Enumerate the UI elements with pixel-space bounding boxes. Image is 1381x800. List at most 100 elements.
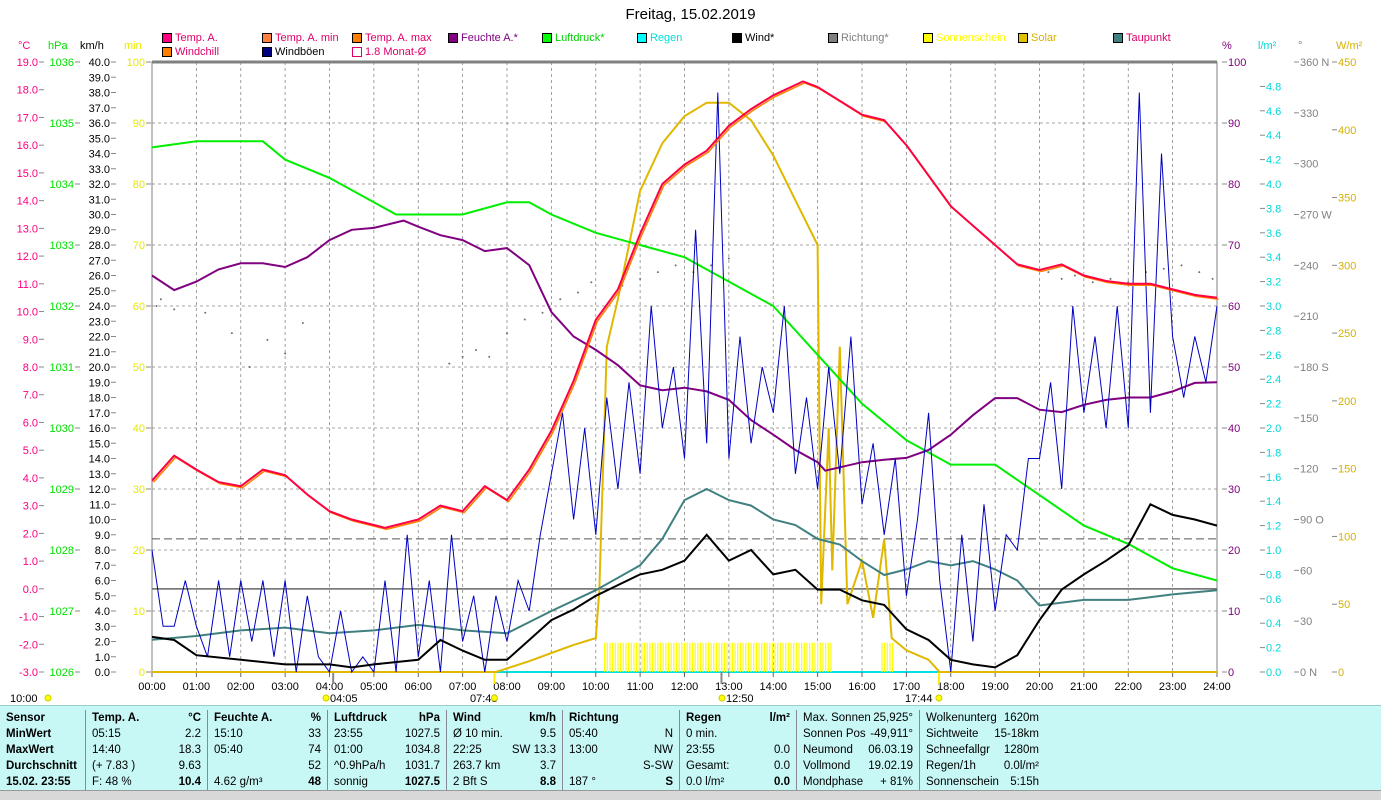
rain-tick-label: 3.6 bbox=[1266, 228, 1281, 240]
sensor-label: MaxWert bbox=[6, 744, 54, 756]
cell-label: 15:10 bbox=[214, 728, 243, 740]
temp-tick-label: 6.0 bbox=[23, 417, 38, 429]
direction-point bbox=[506, 332, 508, 335]
cell-label: 01:00 bbox=[334, 744, 363, 756]
humidity-tick-label: 30 bbox=[1228, 484, 1240, 496]
x-tick-label: 15:00 bbox=[804, 681, 832, 693]
cell-label: Luftdruck bbox=[334, 712, 388, 724]
table-column: Luftdruck hPa 23:55 1027.5 01:00 1034.8 ^0.9hP… bbox=[328, 710, 447, 790]
temp-tick-label: 3.0 bbox=[23, 501, 38, 513]
humidity-tick-label: 20 bbox=[1228, 545, 1240, 557]
legend-item: Regen bbox=[637, 32, 682, 44]
cell-value: S bbox=[665, 776, 673, 788]
rain-tick-label: 4.4 bbox=[1266, 130, 1281, 142]
table-row: Sichtweite 15-18km bbox=[920, 726, 1045, 742]
minutes-tick-label: 20 bbox=[133, 545, 145, 557]
temp-tick-label: 11.0 bbox=[17, 279, 38, 291]
table-row: 0 min. bbox=[680, 726, 796, 742]
cell-label: 0 min. bbox=[686, 728, 718, 740]
table-row: Max. Sonnen 25,925° bbox=[797, 710, 919, 726]
wind-tick-label: 16.0 bbox=[89, 423, 110, 435]
cell-value: SW 13.3 bbox=[511, 744, 556, 756]
cell-label: 23:55 bbox=[334, 728, 363, 740]
direction-point bbox=[284, 352, 287, 355]
cell-value: 25,925° bbox=[873, 712, 913, 724]
table-column: Wind km/h Ø 10 min. 9.5 22:25 SW 13.3 263.7 km… bbox=[447, 710, 563, 790]
legend-item: 1.8 Monat-Ø bbox=[352, 46, 426, 58]
legend-swatch-icon bbox=[1018, 33, 1028, 43]
table-column: Feuchte A.% 15:10 33 05:40 74 52 4.62 g/m³ 48 bbox=[208, 710, 328, 790]
minutes-tick-label: 100 bbox=[127, 57, 145, 69]
cell-value: 0.0 bbox=[774, 760, 790, 772]
table-row: 23:55 0.0 bbox=[680, 742, 796, 758]
sun-event-moon-icon bbox=[718, 694, 726, 702]
cell-label: 0.0 l/m² bbox=[686, 776, 725, 788]
temp-tick-label: 4.0 bbox=[23, 473, 38, 485]
legend-swatch-icon bbox=[162, 47, 172, 57]
x-tick-label: 05:00 bbox=[360, 681, 388, 693]
cell-label: (+ 7.83 ) bbox=[92, 760, 136, 772]
cell-label: Neumond bbox=[803, 744, 853, 756]
sensor-label: Durchschnitt bbox=[6, 760, 77, 772]
legend-swatch-icon bbox=[923, 33, 933, 43]
humidity-tick-label: 0 bbox=[1228, 667, 1234, 679]
pressure-tick-label: 1026 bbox=[50, 667, 74, 679]
wind-tick-label: 20.0 bbox=[89, 362, 110, 374]
cell-label: 23:55 bbox=[686, 744, 715, 756]
cell-label: 187 ° bbox=[569, 776, 596, 788]
table-row: 22:25 SW 13.3 bbox=[447, 742, 562, 758]
solar-tick-label: 250 bbox=[1338, 328, 1356, 340]
direction-tick-label: 30 bbox=[1300, 616, 1312, 628]
x-tick-label: 24:00 bbox=[1203, 681, 1231, 693]
direction-point bbox=[474, 349, 477, 352]
cell-label: Schneefallgr bbox=[926, 744, 990, 756]
unit-pressure: hPa bbox=[48, 40, 68, 52]
direction-tick-label: 210 bbox=[1300, 311, 1318, 323]
direction-point bbox=[248, 366, 251, 368]
x-tick-label: 13:00 bbox=[715, 681, 743, 693]
table-row: Temp. A. °C bbox=[86, 710, 207, 726]
direction-point bbox=[488, 355, 491, 358]
wind-tick-label: 29.0 bbox=[89, 225, 110, 237]
legend-swatch-icon bbox=[352, 47, 362, 57]
cell-value: 19.02.19 bbox=[868, 760, 913, 772]
rain-tick-label: 0.0 bbox=[1266, 667, 1281, 679]
direction-point bbox=[1180, 264, 1183, 267]
solar-tick-label: 450 bbox=[1338, 57, 1356, 69]
temp-tick-label: 18.0 bbox=[17, 85, 38, 97]
direction-tick-label: 300 bbox=[1300, 159, 1318, 171]
rain-tick-label: 2.8 bbox=[1266, 325, 1281, 337]
wind-tick-label: 6.0 bbox=[95, 576, 110, 588]
wind-tick-label: 18.0 bbox=[89, 393, 110, 405]
wind-tick-label: 15.0 bbox=[89, 438, 110, 450]
legend-swatch-icon bbox=[352, 33, 362, 43]
sensor-column: Sensor MinWert MaxWert Durchschnitt 15.0… bbox=[0, 710, 86, 790]
legend-item: Solar bbox=[1018, 32, 1057, 44]
x-tick-label: 08:00 bbox=[493, 681, 521, 693]
direction-point bbox=[1060, 277, 1063, 280]
x-tick-label: 09:00 bbox=[538, 681, 566, 693]
rain-tick-label: 2.2 bbox=[1266, 399, 1281, 411]
x-tick-label: 14:00 bbox=[759, 681, 787, 693]
wind-tick-label: 23.0 bbox=[89, 316, 110, 328]
unit-direction: ° bbox=[1298, 40, 1303, 52]
temp-tick-label: 1.0 bbox=[23, 556, 38, 568]
temp-tick-label: 19.0 bbox=[17, 57, 38, 69]
legend-swatch-icon bbox=[542, 33, 552, 43]
temp-tick-label: 12.0 bbox=[17, 251, 38, 263]
rain-tick-label: 4.6 bbox=[1266, 106, 1281, 118]
cell-label: 2 Bft S bbox=[453, 776, 488, 788]
wind-tick-label: 12.0 bbox=[89, 484, 110, 496]
wind-tick-label: 38.0 bbox=[89, 88, 110, 100]
sun-event-label: 07:43 bbox=[470, 693, 498, 705]
minutes-tick-label: 30 bbox=[133, 484, 145, 496]
table-column: Wolkenunterg 1620m Sichtweite 15-18km Schnee… bbox=[920, 710, 1045, 790]
temp-tick-label: 0.0 bbox=[23, 584, 38, 596]
direction-tick-label: 90 O bbox=[1300, 515, 1324, 527]
wind-tick-label: 40.0 bbox=[89, 57, 110, 69]
sun-event-label: 04:05 bbox=[330, 693, 358, 705]
table-row: 13:00 NW bbox=[563, 742, 679, 758]
legend-label: Temp. A. min bbox=[275, 32, 339, 44]
cell-label: Wolkenunterg bbox=[926, 712, 997, 724]
direction-point bbox=[1091, 281, 1094, 284]
